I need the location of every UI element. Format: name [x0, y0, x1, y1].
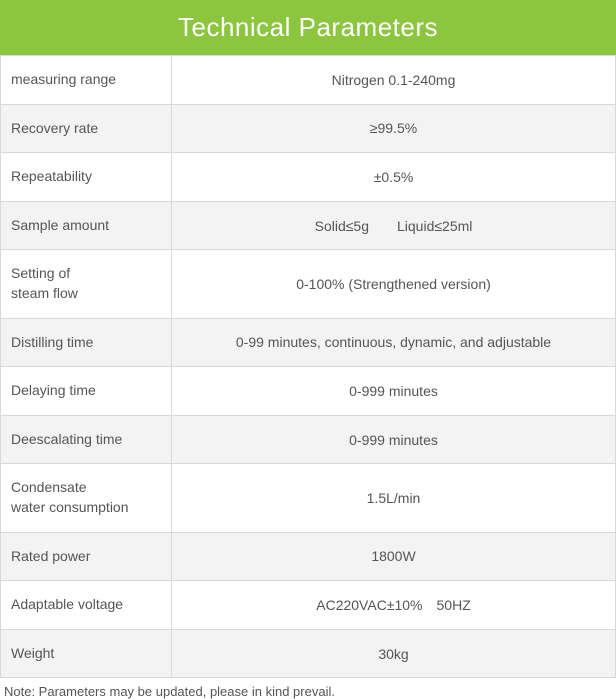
param-label: Deescalating time	[1, 415, 172, 464]
table-row: Recovery rate≥99.5%	[1, 104, 616, 153]
param-label: Recovery rate	[1, 104, 172, 153]
param-label: Condensatewater consumption	[1, 464, 172, 532]
table-row: Adaptable voltageAC220VAC±10% 50HZ	[1, 581, 616, 630]
spec-table-container: Technical Parameters measuring rangeNitr…	[0, 0, 616, 699]
param-value: 0-999 minutes	[172, 367, 616, 416]
param-value: 0-100% (Strengthened version)	[172, 250, 616, 318]
param-value: ≥99.5%	[172, 104, 616, 153]
param-label: Repeatability	[1, 153, 172, 202]
table-title: Technical Parameters	[0, 0, 616, 55]
table-row: Rated power1800W	[1, 532, 616, 581]
table-row: Deescalating time0-999 minutes	[1, 415, 616, 464]
param-value: Solid≤5g Liquid≤25ml	[172, 201, 616, 250]
footnote: Note: Parameters may be updated, please …	[0, 678, 616, 699]
param-value: 0-999 minutes	[172, 415, 616, 464]
param-value: AC220VAC±10% 50HZ	[172, 581, 616, 630]
param-value: ±0.5%	[172, 153, 616, 202]
param-label: Distilling time	[1, 318, 172, 367]
param-label: Setting ofsteam flow	[1, 250, 172, 318]
param-label: Delaying time	[1, 367, 172, 416]
table-row: Sample amountSolid≤5g Liquid≤25ml	[1, 201, 616, 250]
table-row: Distilling time0-99 minutes, continuous,…	[1, 318, 616, 367]
table-row: measuring rangeNitrogen 0.1-240mg	[1, 56, 616, 105]
param-label: Adaptable voltage	[1, 581, 172, 630]
param-label: measuring range	[1, 56, 172, 105]
table-row: Repeatability±0.5%	[1, 153, 616, 202]
param-label: Rated power	[1, 532, 172, 581]
table-row: Condensatewater consumption1.5L/min	[1, 464, 616, 532]
table-row: Delaying time0-999 minutes	[1, 367, 616, 416]
spec-table-body: measuring rangeNitrogen 0.1-240mgRecover…	[1, 56, 616, 678]
param-value: 30kg	[172, 629, 616, 678]
param-value: 1.5L/min	[172, 464, 616, 532]
param-value: 0-99 minutes, continuous, dynamic, and a…	[172, 318, 616, 367]
param-label: Sample amount	[1, 201, 172, 250]
param-value: 1800W	[172, 532, 616, 581]
param-label: Weight	[1, 629, 172, 678]
table-row: Setting ofsteam flow0-100% (Strengthened…	[1, 250, 616, 318]
param-value: Nitrogen 0.1-240mg	[172, 56, 616, 105]
spec-table: measuring rangeNitrogen 0.1-240mgRecover…	[0, 55, 616, 678]
table-row: Weight30kg	[1, 629, 616, 678]
